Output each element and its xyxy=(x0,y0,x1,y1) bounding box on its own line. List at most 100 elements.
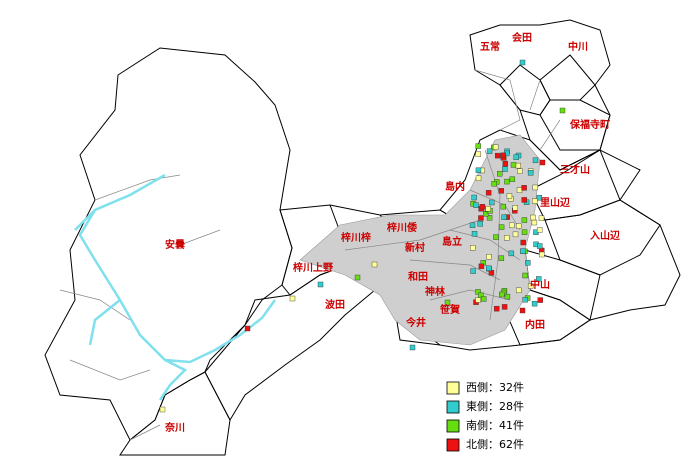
case-marker xyxy=(492,144,499,150)
case-marker xyxy=(491,181,497,187)
case-marker xyxy=(536,276,542,282)
legend-label: 西側：32件 xyxy=(466,381,524,394)
case-marker xyxy=(371,261,378,268)
region-label: 里山辺 xyxy=(540,196,570,209)
legend-label: 東側：28件 xyxy=(466,400,524,413)
case-marker xyxy=(516,287,522,294)
case-marker xyxy=(409,344,416,351)
case-marker xyxy=(520,239,526,246)
region-label: 新村 xyxy=(405,241,425,254)
case-marker xyxy=(527,283,534,289)
case-marker xyxy=(471,231,478,237)
case-marker xyxy=(512,231,519,238)
case-marker xyxy=(539,159,546,166)
case-marker xyxy=(537,243,543,249)
case-marker xyxy=(475,289,481,295)
case-marker xyxy=(479,204,486,210)
case-marker xyxy=(508,250,515,257)
case-marker xyxy=(473,202,479,208)
case-marker xyxy=(530,214,536,221)
region-label: 神林 xyxy=(425,285,446,298)
case-marker xyxy=(527,170,534,176)
case-marker xyxy=(470,268,476,274)
case-marker xyxy=(537,297,543,303)
legend-swatch xyxy=(446,438,460,452)
legend-swatch xyxy=(446,419,460,433)
region-label: 今井 xyxy=(405,316,426,329)
case-marker xyxy=(470,245,476,251)
case-marker xyxy=(504,178,510,185)
legend-swatch xyxy=(446,381,460,395)
region-label: 中山 xyxy=(530,278,550,291)
case-marker xyxy=(531,300,538,307)
case-marker xyxy=(444,299,451,306)
case-marker xyxy=(532,157,539,164)
case-marker xyxy=(244,325,251,332)
case-marker xyxy=(475,175,482,181)
case-marker xyxy=(489,199,495,206)
case-marker xyxy=(498,188,504,194)
case-marker xyxy=(475,297,481,303)
case-marker xyxy=(501,214,507,220)
region-label: 安曇 xyxy=(165,238,185,251)
legend-label: 南側：41件 xyxy=(466,419,524,432)
rivers xyxy=(74,173,277,401)
case-marker xyxy=(536,227,543,233)
case-marker xyxy=(475,143,481,149)
case-marker xyxy=(500,152,507,159)
region-label: 和田 xyxy=(407,270,428,283)
case-marker xyxy=(515,162,521,169)
case-marker xyxy=(510,162,517,168)
case-marker xyxy=(539,251,545,258)
legend-label: 北側：62件 xyxy=(466,438,524,451)
case-marker xyxy=(475,167,482,173)
case-marker xyxy=(521,217,528,223)
case-marker xyxy=(500,203,506,210)
case-marker xyxy=(521,229,528,235)
case-marker xyxy=(354,274,361,281)
case-marker xyxy=(471,194,477,201)
case-marker xyxy=(506,193,513,199)
case-marker xyxy=(519,59,526,66)
case-marker xyxy=(559,107,566,114)
case-marker xyxy=(477,221,483,227)
case-marker xyxy=(516,223,522,229)
case-marker xyxy=(513,154,519,160)
region-label: 梓川梓 xyxy=(341,231,371,244)
legend-swatch xyxy=(446,400,460,414)
case-marker xyxy=(494,152,501,159)
region-label: 波田 xyxy=(325,298,345,311)
region-label: 梓川倭 xyxy=(387,221,418,234)
region-label: 保福寺町 xyxy=(569,118,610,131)
case-marker xyxy=(531,198,538,204)
case-marker xyxy=(536,195,543,201)
case-marker xyxy=(486,215,493,221)
case-marker xyxy=(317,281,324,288)
case-markers xyxy=(159,59,566,413)
case-marker xyxy=(486,148,493,154)
case-marker xyxy=(485,206,491,212)
case-marker xyxy=(521,197,527,203)
case-marker xyxy=(478,215,484,221)
case-marker xyxy=(469,222,476,229)
region-label: 五常 xyxy=(480,40,500,53)
case-marker xyxy=(493,234,499,240)
case-marker xyxy=(512,205,518,211)
case-marker xyxy=(501,304,508,310)
case-marker xyxy=(509,222,515,229)
case-marker xyxy=(504,235,510,241)
case-marker xyxy=(478,292,484,299)
region-label: 島内 xyxy=(445,180,465,193)
region-label: 会田 xyxy=(512,31,532,44)
case-marker xyxy=(519,248,526,254)
case-marker xyxy=(478,263,485,270)
case-marker xyxy=(480,296,487,302)
case-marker xyxy=(486,254,492,260)
region-label: 島立 xyxy=(442,235,462,248)
case-marker xyxy=(525,260,531,266)
region-label: 中川 xyxy=(568,40,588,53)
case-marker xyxy=(509,176,516,182)
